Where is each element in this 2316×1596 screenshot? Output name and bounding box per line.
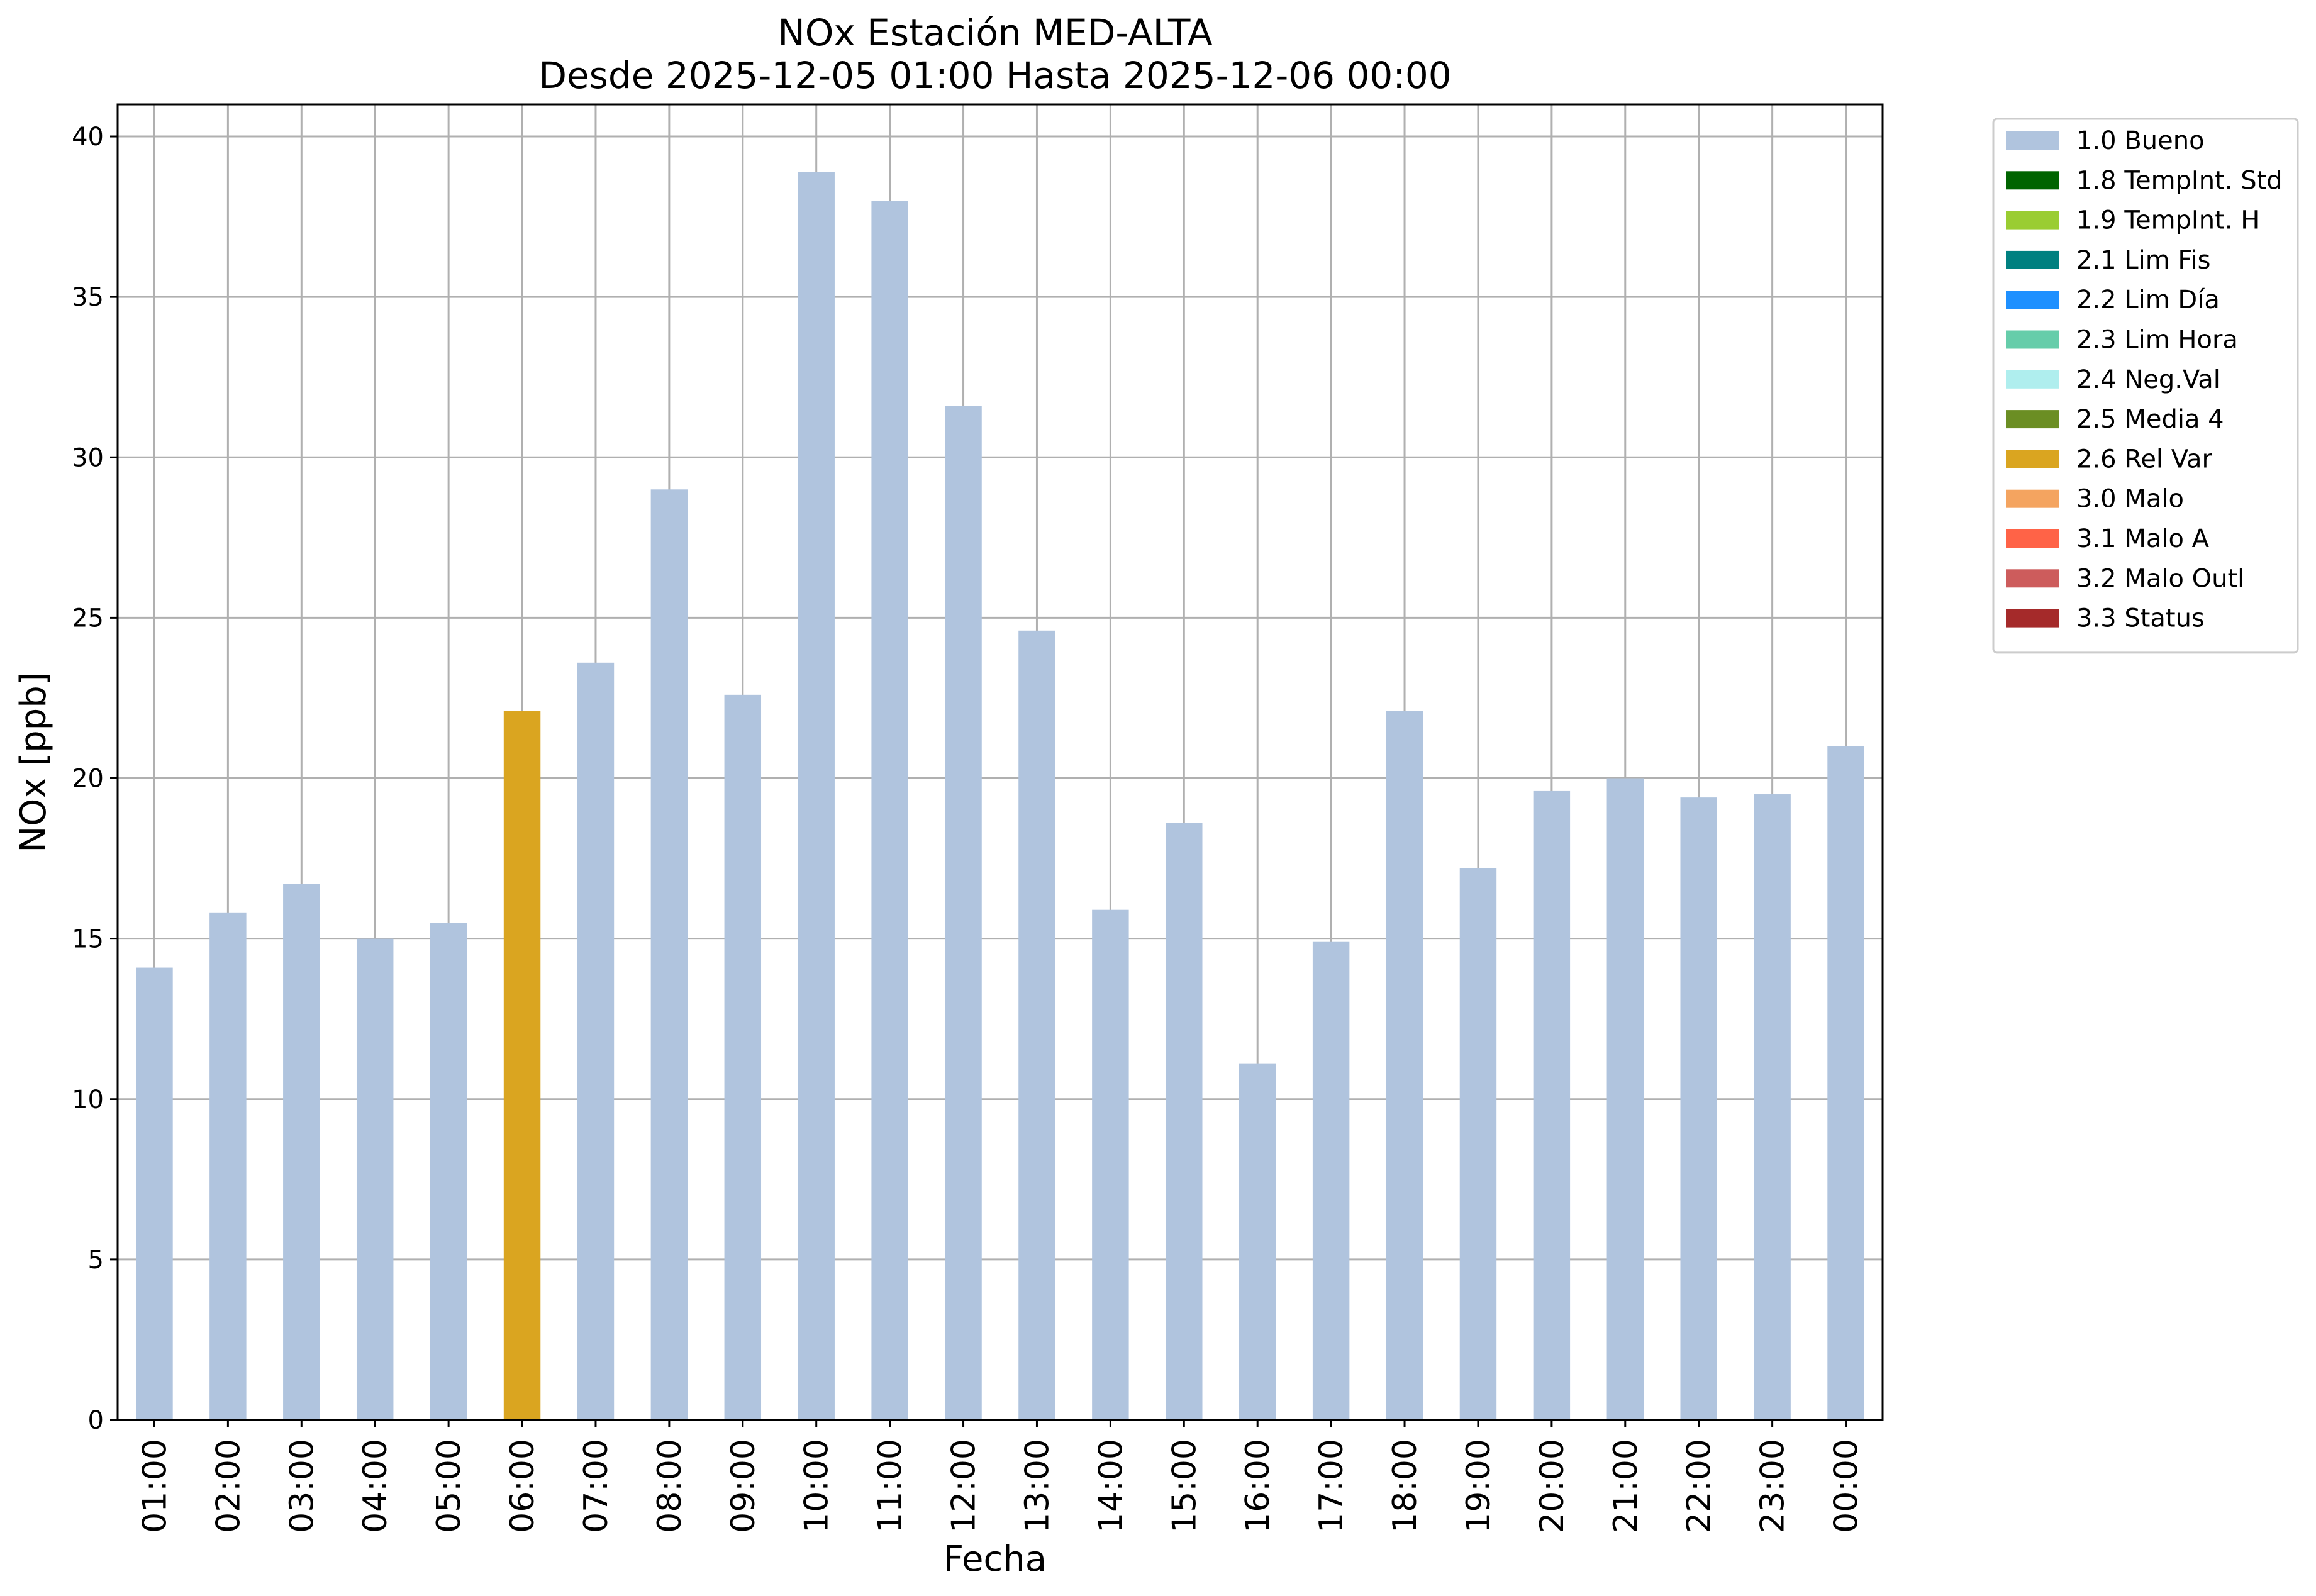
y-tick-label: 5 (88, 1246, 104, 1275)
bar-0300 (283, 884, 320, 1420)
legend-swatch (2006, 291, 2059, 309)
x-tick-label: 23:00 (1754, 1439, 1792, 1533)
x-tick-label: 11:00 (872, 1439, 910, 1533)
bar-1300 (1018, 630, 1055, 1420)
legend-frame (1992, 118, 2299, 654)
y-tick-label: 20 (72, 765, 104, 794)
legend-label: 3.1 Malo A (2076, 524, 2210, 553)
x-tick-label: 10:00 (798, 1439, 836, 1533)
bar-2200 (1680, 797, 1717, 1420)
bar-1200 (945, 406, 982, 1420)
bar-0000 (1827, 746, 1864, 1420)
x-tick-label: 17:00 (1313, 1439, 1350, 1533)
legend-label: 3.0 Malo (2076, 485, 2184, 514)
y-axis-ticks: 0 5 10 15 20 25 30 35 40 (72, 123, 118, 1435)
bar-0500 (430, 923, 467, 1420)
legend-label: 2.3 Lim Hora (2076, 326, 2238, 355)
legend-swatch (2006, 211, 2059, 230)
x-tick-label: 08:00 (651, 1439, 689, 1533)
legend-label: 1.9 TempInt. H (2076, 206, 2259, 235)
x-tick-label: 19:00 (1460, 1439, 1498, 1533)
bar-0400 (356, 938, 394, 1420)
legend-swatch (2006, 489, 2059, 508)
x-tick-label: 15:00 (1166, 1439, 1203, 1533)
legend: 1.0 Bueno 1.8 TempInt. Std 1.9 TempInt. H 2… (1992, 118, 2299, 654)
x-tick-label: 09:00 (725, 1439, 762, 1533)
bar-1000 (798, 172, 835, 1420)
legend-label: 2.2 Lim Día (2076, 285, 2220, 314)
legend-swatch (2006, 250, 2059, 269)
x-tick-label: 03:00 (283, 1439, 321, 1533)
x-tick-label: 06:00 (504, 1439, 542, 1533)
legend-label: 1.8 TempInt. Std (2076, 166, 2283, 195)
legend-label: 2.6 Rel Var (2076, 445, 2213, 474)
y-tick-label: 15 (72, 925, 104, 954)
legend-label: 2.5 Media 4 (2076, 405, 2224, 434)
bar-0700 (577, 662, 615, 1420)
x-tick-label: 02:00 (209, 1439, 247, 1533)
y-tick-label: 30 (72, 443, 104, 472)
bar-0200 (209, 912, 247, 1420)
bar-1700 (1312, 941, 1350, 1420)
bar-1500 (1166, 823, 1203, 1420)
bar-2300 (1754, 794, 1791, 1420)
legend-swatch (2006, 410, 2059, 429)
legend-label: 3.2 Malo Outl (2076, 564, 2244, 593)
x-tick-label: 13:00 (1018, 1439, 1056, 1533)
bar-1100 (871, 201, 908, 1420)
bar-1600 (1239, 1063, 1276, 1420)
bar-0600 (503, 711, 541, 1420)
y-axis-label: NOx [ppb] (13, 672, 54, 852)
x-tick-label: 18:00 (1386, 1439, 1424, 1533)
legend-swatch (2006, 131, 2059, 150)
y-tick-label: 35 (72, 283, 104, 312)
bar-1900 (1459, 868, 1497, 1420)
bar-1800 (1386, 711, 1423, 1420)
x-tick-label: 05:00 (430, 1439, 468, 1533)
x-axis-label: Fecha (944, 1539, 1047, 1580)
x-axis-ticks: 01:00 02:00 03:00 04:00 05:00 06:00 07:00 08:00… (136, 1420, 1866, 1533)
x-tick-label: 04:00 (357, 1439, 394, 1533)
bar-2100 (1606, 778, 1644, 1420)
legend-swatch (2006, 609, 2059, 628)
legend-swatch (2006, 370, 2059, 389)
bar-1400 (1092, 909, 1129, 1420)
bar-0900 (724, 694, 762, 1420)
plot-frame (116, 103, 1884, 1421)
y-tick-label: 25 (72, 604, 104, 633)
legend-swatch (2006, 330, 2059, 349)
legend-swatch (2006, 450, 2059, 468)
legend-swatch (2006, 171, 2059, 190)
legend-label: 2.4 Neg.Val (2076, 365, 2220, 394)
chart-title: NOx Estación MED-ALTA (777, 11, 1213, 54)
x-tick-label: 16:00 (1239, 1439, 1277, 1533)
x-tick-label: 21:00 (1607, 1439, 1645, 1533)
legend-label: 1.0 Bueno (2076, 126, 2205, 155)
legend-label: 3.3 Status (2076, 604, 2205, 633)
x-tick-label: 12:00 (945, 1439, 983, 1533)
x-tick-label: 14:00 (1092, 1439, 1130, 1533)
bar-2000 (1533, 790, 1571, 1420)
x-tick-label: 01:00 (136, 1439, 174, 1533)
x-tick-label: 00:00 (1828, 1439, 1866, 1533)
bars (136, 172, 1864, 1420)
y-tick-label: 40 (72, 123, 104, 152)
bar-0800 (650, 489, 688, 1420)
x-tick-label: 20:00 (1534, 1439, 1571, 1533)
legend-label: 2.1 Lim Fis (2076, 246, 2210, 275)
legend-swatch (2006, 529, 2059, 548)
legend-swatch (2006, 569, 2059, 588)
y-tick-label: 0 (88, 1406, 104, 1435)
chart-subtitle: Desde 2025-12-05 01:00 Hasta 2025-12-06 … (538, 54, 1451, 97)
bar-0100 (136, 967, 173, 1420)
x-tick-label: 07:00 (577, 1439, 615, 1533)
x-tick-label: 22:00 (1681, 1439, 1718, 1533)
y-tick-label: 10 (72, 1085, 104, 1114)
